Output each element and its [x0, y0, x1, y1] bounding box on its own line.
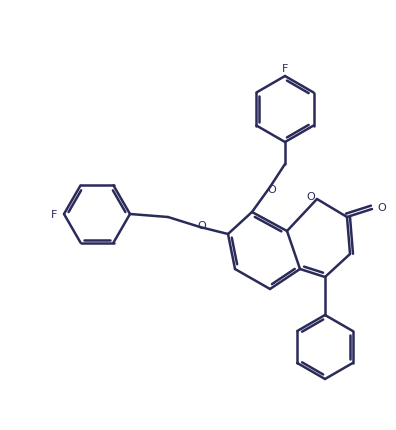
- Text: O: O: [378, 203, 386, 212]
- Text: O: O: [307, 191, 315, 202]
- Text: O: O: [198, 221, 206, 230]
- Text: F: F: [282, 64, 288, 74]
- Text: F: F: [51, 209, 57, 219]
- Text: O: O: [268, 184, 276, 194]
